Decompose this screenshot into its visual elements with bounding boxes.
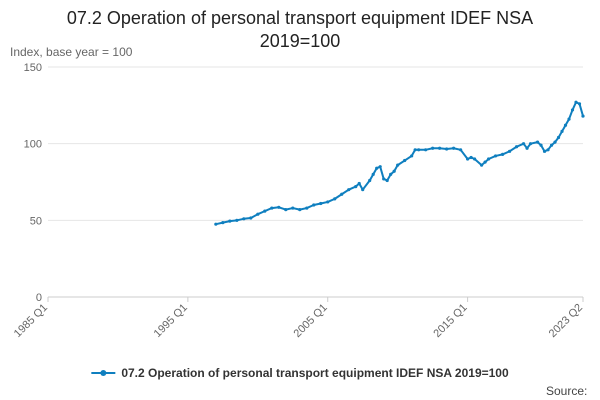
data-point [483, 160, 487, 164]
data-point [277, 205, 281, 209]
data-point [347, 188, 351, 192]
data-point [535, 140, 540, 144]
data-point [403, 158, 407, 163]
data-point [574, 100, 578, 104]
data-point [473, 157, 477, 161]
data-point [514, 145, 519, 149]
data-point [263, 209, 267, 213]
data-point [326, 200, 330, 204]
data-point [410, 154, 414, 158]
series-layer [214, 100, 585, 226]
data-point [525, 146, 529, 150]
data-point [466, 157, 470, 161]
data-point [413, 148, 417, 152]
data-point [549, 143, 554, 147]
y-axis-label: Index, base year = 100 [10, 45, 133, 59]
data-point [298, 208, 302, 212]
x-tick-label-4: 2023 Q2 [547, 302, 585, 340]
data-point [340, 192, 344, 196]
data-point [567, 117, 571, 121]
data-point [507, 149, 512, 153]
x-tick-label-2: 2005 Q1 [292, 302, 330, 340]
data-point [319, 201, 323, 206]
data-point [581, 114, 585, 118]
data-point [382, 177, 386, 181]
data-point [357, 181, 361, 186]
legend: 07.2 Operation of personal transport equ… [91, 366, 509, 380]
source-label: Source: [546, 384, 588, 398]
data-point [445, 147, 449, 151]
y-tick-label-150: 150 [24, 62, 42, 74]
data-point [221, 221, 225, 225]
x-tick-label-3: 2015 Q1 [431, 302, 469, 340]
data-point [385, 178, 389, 183]
data-point [528, 142, 533, 146]
x-tick-label-0: 1985 Q1 [12, 302, 50, 340]
grid-layer [48, 66, 583, 298]
data-point [570, 108, 575, 112]
data-point [305, 206, 309, 210]
data-point [479, 163, 484, 167]
chart-title-line-2: 2019=100 [259, 31, 341, 51]
data-point [431, 146, 435, 150]
data-point [424, 148, 428, 152]
data-point [553, 140, 557, 144]
data-point [563, 123, 568, 127]
y-tick-label-50: 50 [30, 215, 42, 227]
data-point [371, 172, 375, 176]
data-point [556, 135, 561, 140]
data-point [438, 146, 442, 150]
data-point [542, 149, 547, 153]
data-point [368, 178, 372, 183]
data-point [389, 172, 393, 176]
data-point [577, 102, 582, 106]
data-point [214, 222, 218, 226]
data-point [235, 218, 239, 222]
y-tick-label-100: 100 [24, 139, 42, 151]
data-point [469, 155, 473, 160]
legend-swatch-marker [100, 370, 107, 376]
y-tick-label-0: 0 [36, 292, 42, 304]
data-point [493, 154, 498, 158]
data-point [354, 185, 358, 189]
data-point [284, 208, 288, 212]
data-point [486, 157, 491, 161]
data-point [228, 219, 232, 223]
data-point [539, 143, 543, 147]
data-point [546, 148, 550, 152]
data-point [500, 152, 505, 156]
chart-title: 07.2 Operation of personal transport equ… [0, 7, 600, 53]
data-point [459, 148, 463, 152]
data-point [417, 148, 421, 152]
series-line-0 [214, 101, 584, 226]
data-point [270, 206, 274, 210]
data-point [291, 206, 295, 210]
data-point [312, 203, 316, 207]
data-point [256, 212, 260, 216]
data-point [392, 169, 396, 173]
data-point [452, 146, 456, 150]
axis-layer: 0 50 100 150 1985 Q1 1995 Q1 2005 Q1 2015 Q1 202… [12, 62, 585, 340]
data-point [361, 188, 365, 192]
legend-item-label: 07.2 Operation of personal transport equ… [121, 366, 509, 380]
data-point [242, 217, 246, 221]
data-point [521, 142, 526, 146]
data-point [375, 166, 379, 170]
data-point [378, 165, 382, 169]
data-point [333, 197, 337, 201]
chart-title-line-1: 07.2 Operation of personal transport equ… [66, 8, 534, 28]
data-point [249, 216, 253, 220]
x-tick-label-1: 1995 Q1 [152, 302, 190, 340]
data-point [560, 129, 564, 133]
data-point [396, 163, 400, 167]
